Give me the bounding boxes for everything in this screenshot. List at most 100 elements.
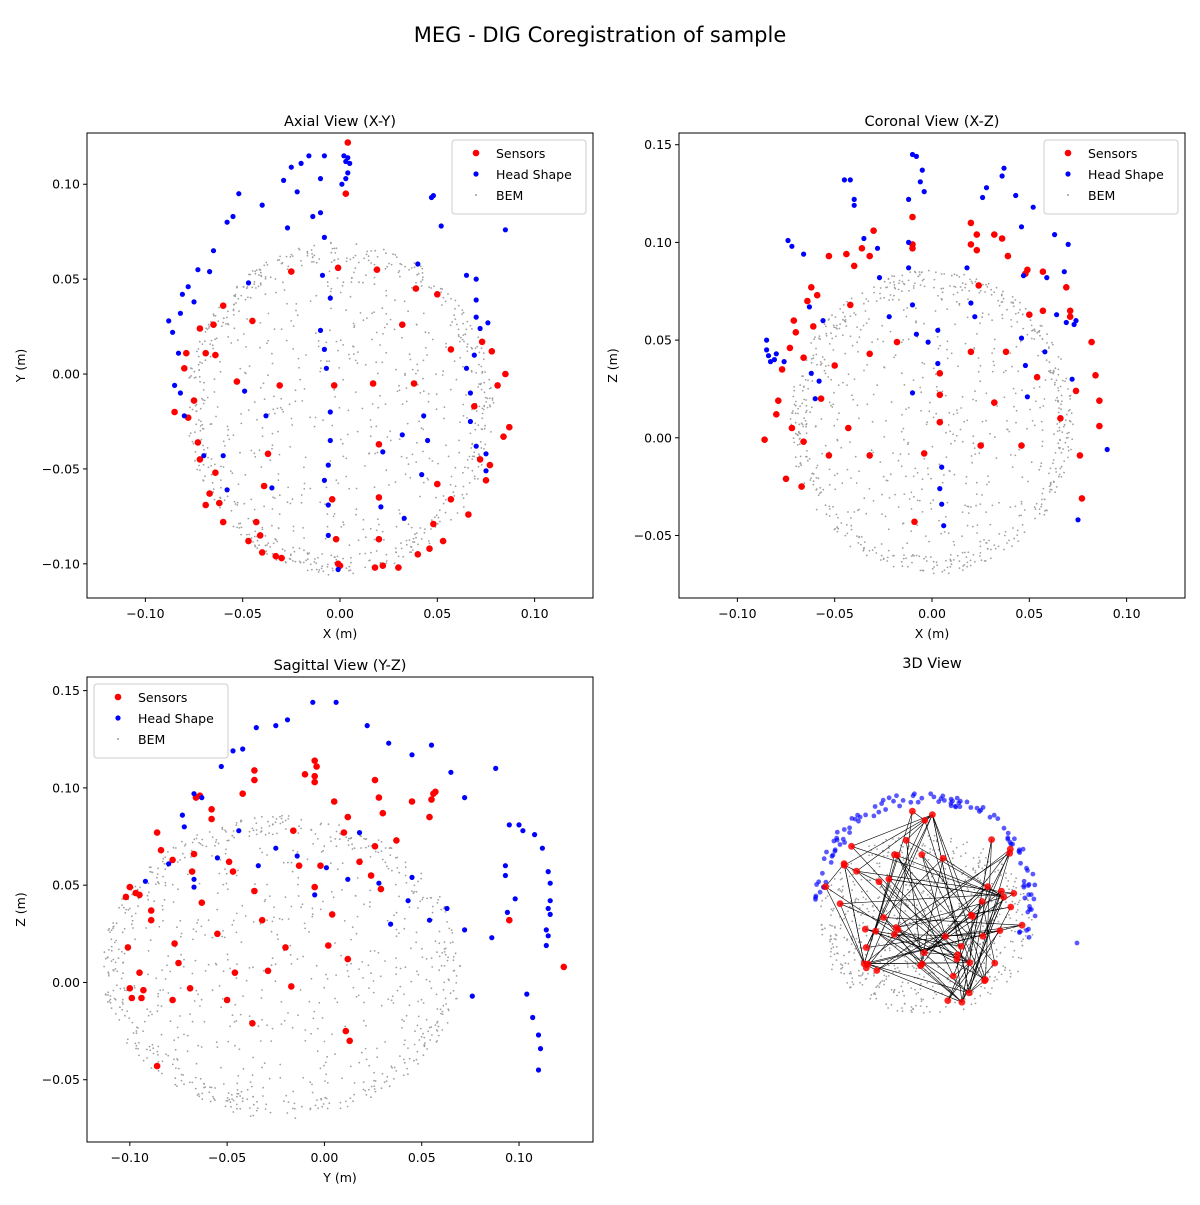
bem-point <box>358 281 360 284</box>
bem-point-3d <box>821 928 823 931</box>
head-shape-point <box>172 382 178 388</box>
bem-point <box>481 372 484 374</box>
bem-point <box>225 872 228 875</box>
bem-point <box>308 552 310 554</box>
bem-point <box>792 437 795 440</box>
bem-point <box>290 253 293 256</box>
head-shape-point <box>939 501 945 507</box>
bem-point <box>850 528 853 531</box>
bem-point <box>375 550 378 552</box>
bem-point <box>373 1085 376 1087</box>
bem-point <box>203 399 206 402</box>
bem-point <box>206 396 209 399</box>
bem-point <box>1054 491 1056 493</box>
bem-point <box>322 570 325 573</box>
bem-point <box>399 985 402 988</box>
bem-point <box>898 282 900 284</box>
bem-point <box>871 341 873 344</box>
bem-point <box>993 364 996 367</box>
bem-point <box>929 556 932 558</box>
mesh-line <box>844 864 880 882</box>
bem-point-3d <box>919 988 922 990</box>
bem-point <box>107 972 110 975</box>
head-shape-point-3d <box>1031 896 1037 902</box>
bem-point <box>367 845 370 847</box>
bem-point <box>107 929 110 931</box>
bem-point <box>314 1104 317 1107</box>
bem-point <box>882 557 885 560</box>
bem-point <box>811 472 814 475</box>
bem-point-3d <box>966 887 969 889</box>
bem-point <box>225 323 227 325</box>
sensor-point-3d <box>942 933 949 940</box>
head-shape-point <box>789 243 795 249</box>
sensor-point <box>245 537 252 545</box>
bem-point-3d <box>922 890 925 893</box>
bem-point <box>348 487 351 490</box>
sensor-point <box>1088 338 1095 346</box>
bem-point-3d <box>949 980 951 983</box>
bem-point-3d <box>928 1011 931 1013</box>
bem-point <box>184 843 187 845</box>
head-shape-point <box>327 409 333 415</box>
bem-point <box>277 473 280 475</box>
bem-point <box>108 927 111 930</box>
bem-point <box>248 273 250 276</box>
bem-point <box>474 428 477 431</box>
bem-point <box>795 465 797 468</box>
bem-point <box>331 247 334 250</box>
bem-point-3d <box>1014 880 1016 883</box>
bem-point <box>947 532 950 534</box>
bem-point-3d <box>937 966 940 968</box>
bem-point <box>297 832 300 834</box>
bem-point <box>262 1086 265 1089</box>
bem-point-3d <box>1024 935 1027 937</box>
bem-point <box>956 409 958 411</box>
head-shape-point <box>1071 321 1077 328</box>
bem-point <box>202 479 205 482</box>
sensor-point <box>847 301 854 309</box>
bem-point <box>447 293 449 295</box>
mesh-line <box>856 870 958 960</box>
bem-point <box>1058 426 1061 429</box>
axial-view-panel: Axial View (X-Y)−0.10 −0.05 0.00 0.05 0.10−0… <box>13 114 594 641</box>
bem-point <box>420 538 423 540</box>
bem-point <box>147 950 150 952</box>
bem-point <box>363 903 365 906</box>
bem-point <box>266 553 268 555</box>
bem-point <box>1054 381 1056 384</box>
bem-point <box>458 439 460 442</box>
bem-point <box>1064 380 1066 383</box>
sensor-point-3d <box>1006 845 1014 853</box>
bem-point-3d <box>875 997 878 1000</box>
head-shape-point <box>179 812 185 818</box>
bem-point <box>910 555 913 557</box>
bem-point-3d <box>949 840 952 843</box>
bem-point-3d <box>967 876 969 879</box>
bem-point-3d <box>925 878 928 881</box>
bem-point <box>450 475 453 478</box>
bem-point <box>259 346 261 349</box>
bem-point <box>462 403 465 406</box>
bem-point <box>321 1105 324 1108</box>
bem-point-3d <box>829 940 831 943</box>
bem-point-3d <box>883 983 885 986</box>
bem-point <box>363 1001 365 1004</box>
bem-point <box>968 289 971 292</box>
bem-point <box>399 967 402 970</box>
bem-point <box>897 459 900 462</box>
bem-point <box>157 1054 159 1056</box>
bem-point <box>118 1019 121 1021</box>
bem-point <box>157 1045 160 1048</box>
bem-point <box>944 394 947 397</box>
bem-point <box>980 559 983 562</box>
bem-point <box>449 992 452 995</box>
sensor-point <box>251 887 258 895</box>
bem-point <box>932 560 935 563</box>
bem-point <box>193 838 196 841</box>
bem-point <box>1060 403 1062 406</box>
bem-point <box>225 848 227 851</box>
bem-point <box>893 294 895 297</box>
bem-point <box>831 314 833 317</box>
bem-point <box>385 562 388 564</box>
